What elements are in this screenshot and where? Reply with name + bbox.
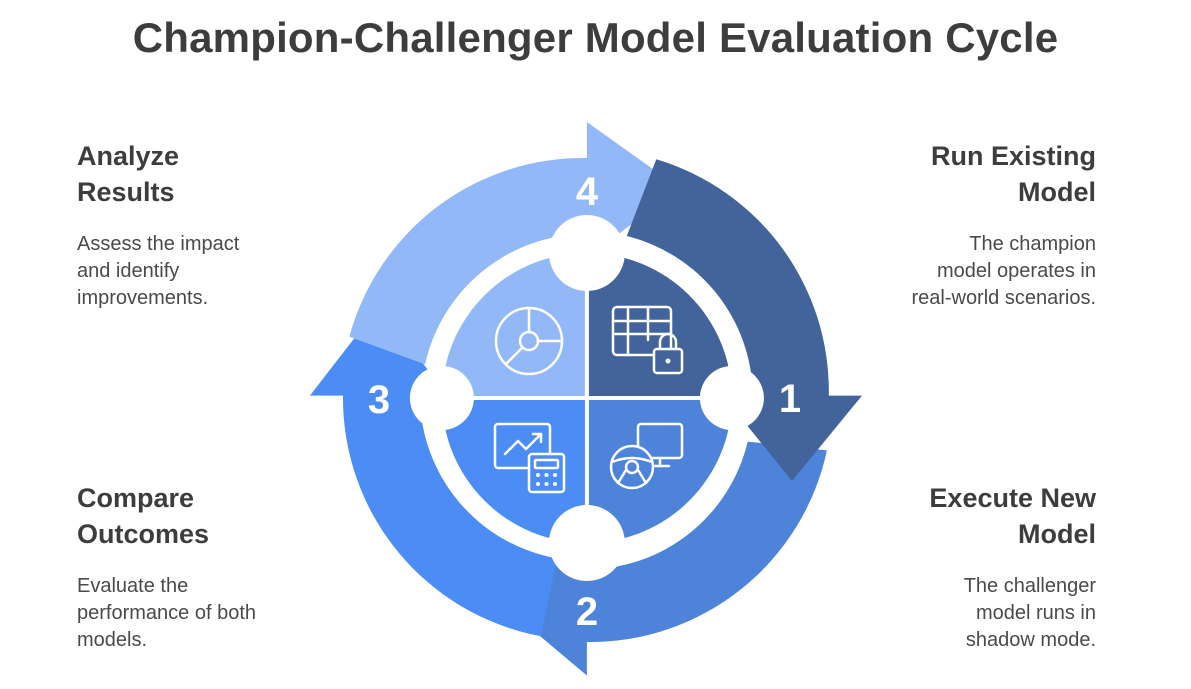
step-4-desc-line2: and identify bbox=[77, 260, 180, 282]
step-4-desc-line1: Assess the impact bbox=[77, 233, 240, 255]
chart-calculator-icon bbox=[493, 422, 566, 494]
step-1-description: The champion model operates in real-worl… bbox=[856, 231, 1096, 312]
locked-table-icon bbox=[611, 305, 684, 375]
step-4-description: Assess the impact and identify improveme… bbox=[77, 231, 317, 312]
notch-left bbox=[409, 366, 474, 430]
cycle-arrow-3 bbox=[309, 306, 557, 637]
step-3-desc-line2: performance of both bbox=[77, 602, 256, 624]
step-4-title-line2: Results bbox=[77, 177, 175, 207]
step-1-title-line1: Run Existing bbox=[930, 141, 1096, 171]
step-2-number: 2 bbox=[576, 590, 598, 634]
step-4-title-line1: Analyze bbox=[77, 141, 180, 171]
step-1-desc-line1: The champion bbox=[969, 233, 1096, 255]
step-2-desc-line2: model runs in bbox=[975, 602, 1096, 624]
step-1-desc-line3: real-world scenarios. bbox=[911, 287, 1096, 309]
inner-quadrant-1 bbox=[586, 253, 732, 398]
step-2-title-line1: Execute New bbox=[929, 483, 1096, 513]
step-1-title: Run Existing Model bbox=[856, 138, 1096, 210]
steering-wheel-monitor-icon bbox=[609, 422, 684, 490]
cycle-arrow-2 bbox=[497, 441, 827, 676]
step-2-desc-line3: shadow mode. bbox=[965, 629, 1096, 651]
step-2-title-line2: Model bbox=[1018, 519, 1096, 549]
step-3-desc-line1: Evaluate the bbox=[77, 575, 189, 597]
step-2-description: The challenger model runs in shadow mode… bbox=[856, 573, 1096, 654]
step-1-desc-line2: model operates in bbox=[937, 260, 1096, 282]
step-1-title-line2: Model bbox=[1018, 177, 1096, 207]
cycle-arrow-4 bbox=[349, 122, 680, 365]
step-3-number: 3 bbox=[368, 378, 390, 422]
step-4-title: Analyze Results bbox=[77, 138, 317, 210]
step-2-title: Execute New Model bbox=[856, 480, 1096, 552]
notch-top bbox=[548, 215, 625, 291]
notch-bottom bbox=[548, 505, 625, 581]
inner-quadrant-2 bbox=[586, 398, 732, 543]
step-3-title: Compare Outcomes bbox=[77, 480, 317, 552]
step-4-number: 4 bbox=[576, 170, 599, 214]
step-3-desc-line3: models. bbox=[77, 629, 148, 651]
notch-right bbox=[699, 366, 764, 430]
step-3-title-line1: Compare bbox=[77, 483, 195, 513]
step-3-description: Evaluate the performance of both models. bbox=[77, 573, 317, 654]
cycle-arrow-1 bbox=[626, 159, 862, 481]
step-3-title-line2: Outcomes bbox=[77, 519, 210, 549]
page-title: Champion-Challenger Model Evaluation Cyc… bbox=[132, 14, 1059, 61]
step-1-number: 1 bbox=[779, 377, 801, 421]
step-4-desc-line3: improvements. bbox=[77, 287, 209, 309]
inner-quadrant-4 bbox=[441, 253, 587, 398]
pie-chart-icon bbox=[494, 306, 564, 376]
step-2-desc-line1: The challenger bbox=[963, 575, 1096, 597]
